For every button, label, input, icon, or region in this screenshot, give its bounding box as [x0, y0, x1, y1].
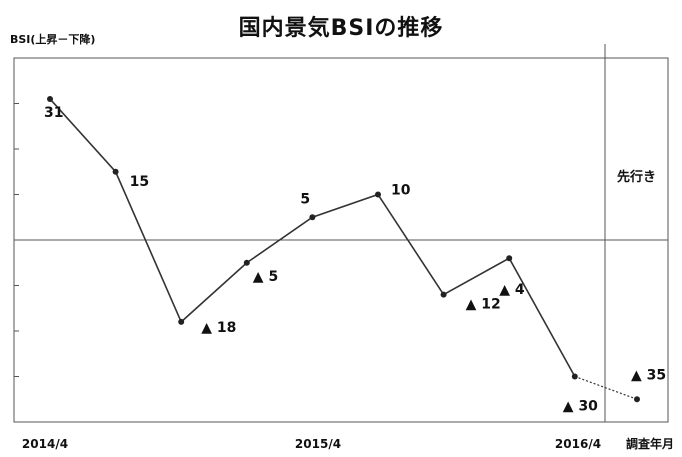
forecast-line — [574, 375, 638, 400]
data-point — [440, 291, 447, 298]
x-axis-label: 調査年月 — [626, 436, 674, 451]
data-label: ▲ 18 — [201, 320, 236, 336]
y-axis-label: BSI(上昇－下降) — [10, 33, 96, 46]
x-tick-label: 2016/4 — [555, 437, 601, 451]
forecast-data-label: ▲ 35 — [631, 367, 666, 383]
series-line — [49, 98, 576, 377]
data-point — [47, 95, 53, 102]
data-label: ▲ 4 — [499, 282, 525, 298]
data-label: 15 — [130, 174, 149, 190]
x-tick-label: 2015/4 — [295, 437, 341, 451]
data-label: 5 — [300, 191, 310, 207]
data-point — [571, 373, 578, 380]
data-label: 31 — [44, 105, 63, 121]
data-point — [243, 259, 250, 266]
data-point — [112, 168, 119, 175]
chart-title: 国内景気BSIの推移 — [238, 16, 444, 41]
x-tick-label: 2014/4 — [22, 437, 68, 451]
forecast-point — [634, 396, 640, 403]
data-label: ▲ 5 — [253, 269, 278, 285]
data-point — [375, 191, 381, 198]
data-label: ▲ 12 — [466, 297, 501, 313]
forecast-header: 先行き — [617, 169, 656, 185]
data-point — [506, 255, 513, 262]
data-label: ▲ 30 — [563, 399, 598, 415]
data-point — [309, 214, 316, 221]
data-label: 10 — [391, 183, 411, 199]
data-point — [178, 318, 185, 325]
